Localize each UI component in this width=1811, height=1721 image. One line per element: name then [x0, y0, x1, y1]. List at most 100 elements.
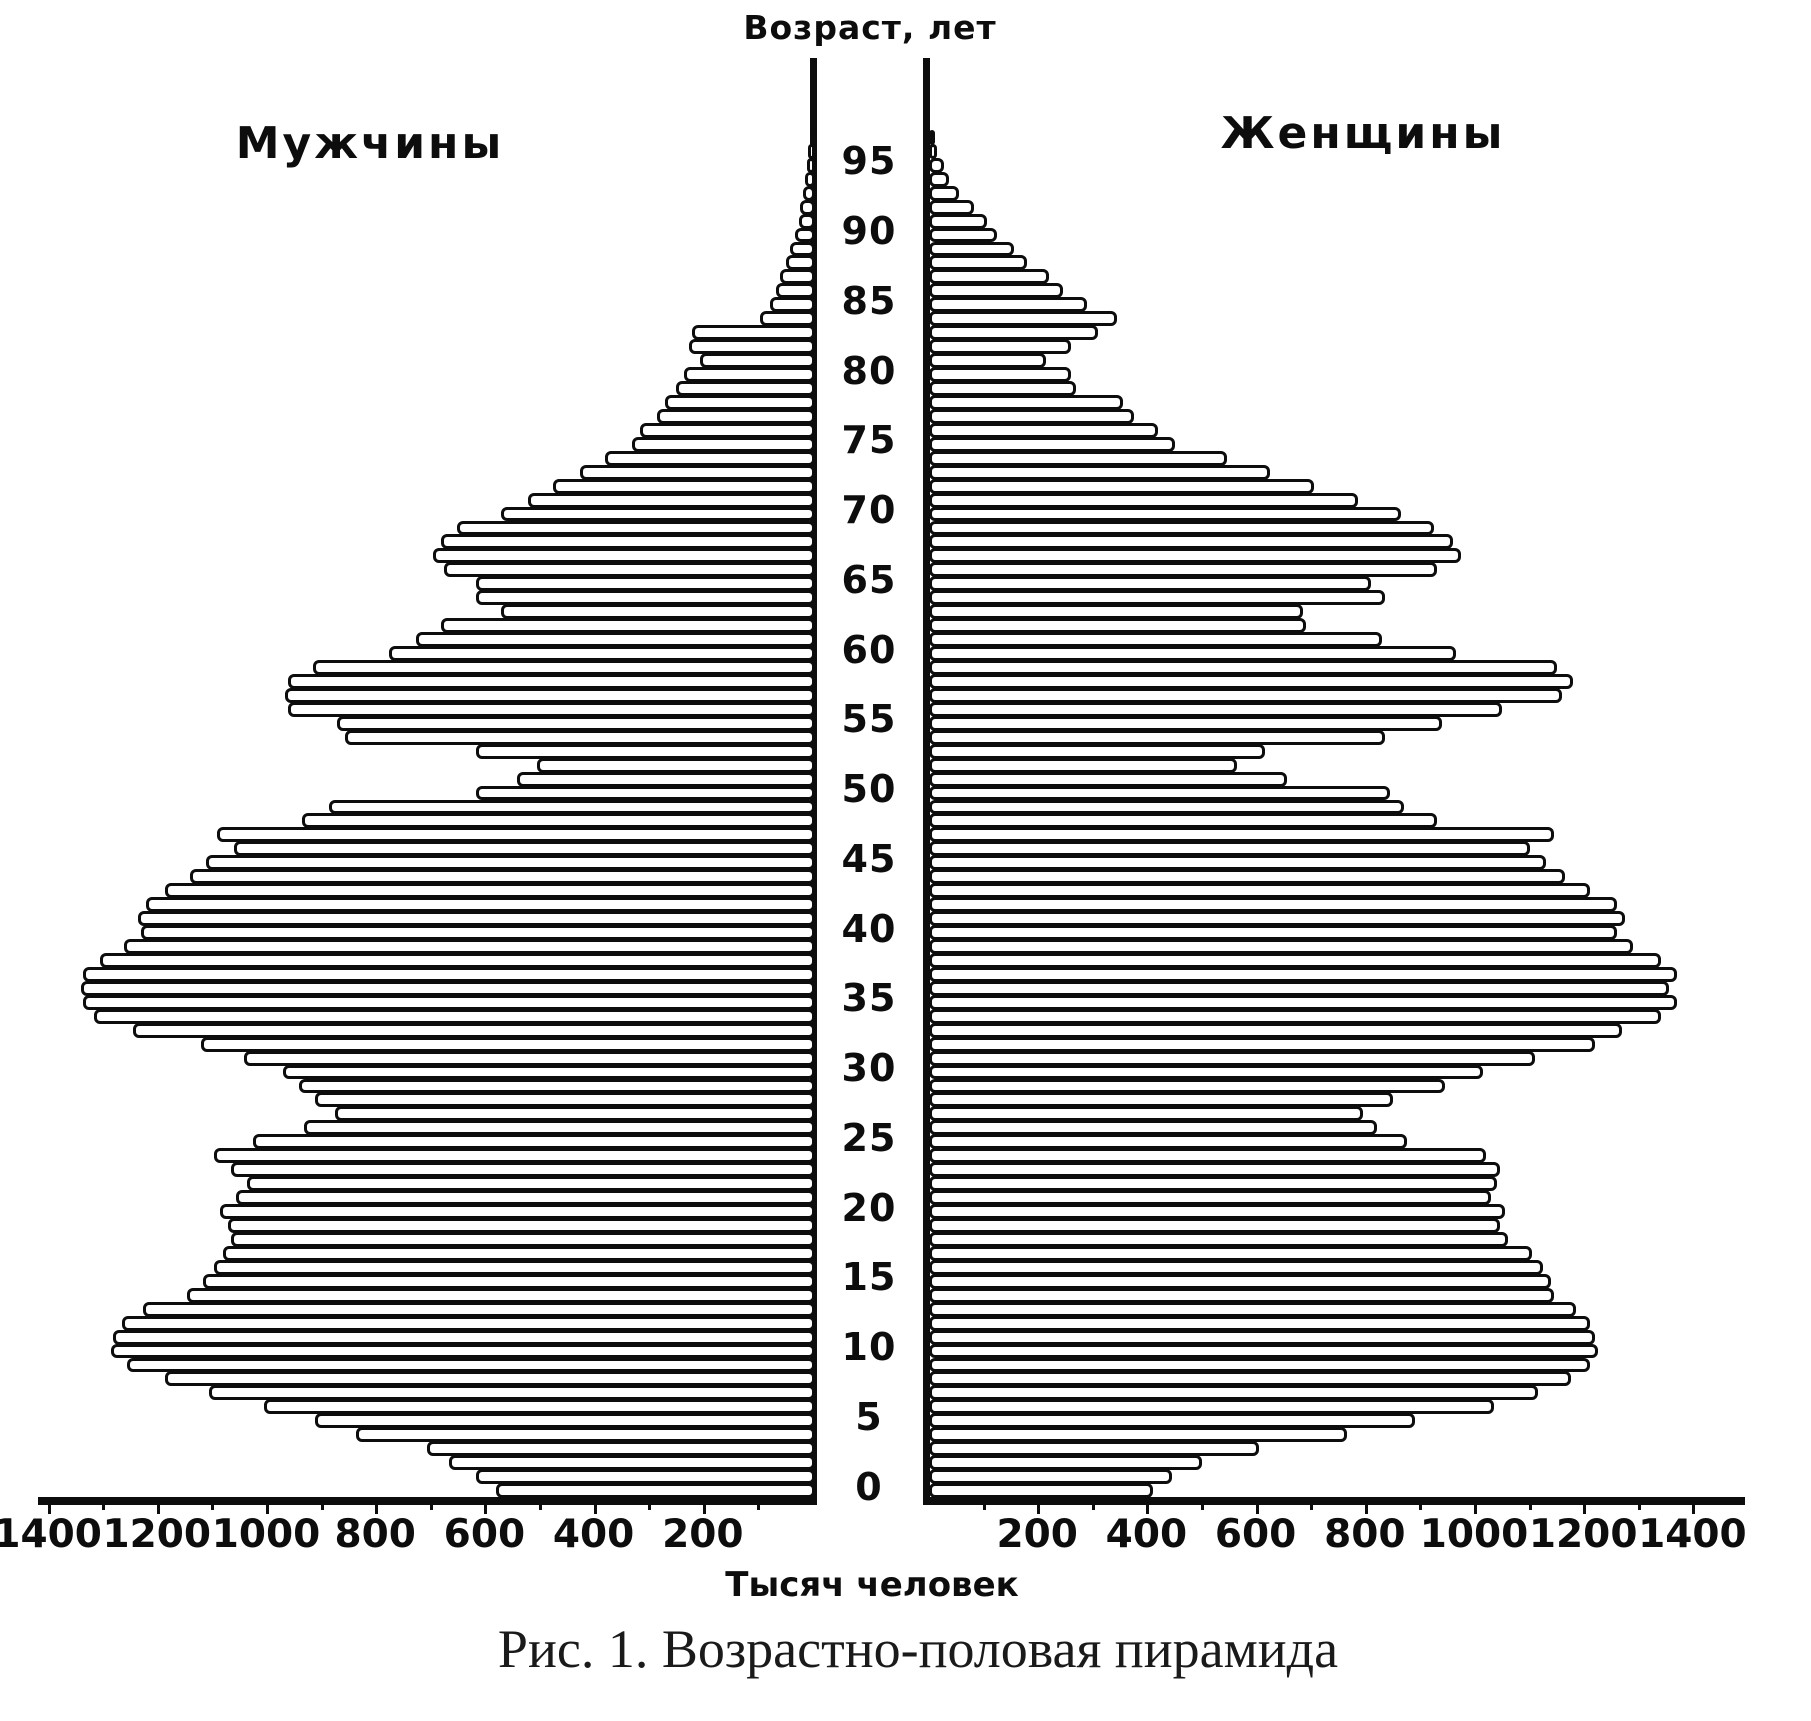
- bar-male-age-82: [689, 339, 815, 355]
- x-tick-label-left-1400: 1400: [0, 1512, 102, 1557]
- bar-female-age-29: [929, 1078, 1445, 1094]
- bar-female-age-25: [929, 1134, 1407, 1150]
- bar-male-age-13: [143, 1301, 815, 1317]
- bar-female-age-70: [929, 506, 1402, 522]
- x-axis-baseline-male: [38, 1497, 817, 1505]
- bar-female-age-43: [929, 883, 1590, 899]
- bar-female-age-22: [929, 1176, 1497, 1192]
- bar-male-age-71: [528, 492, 815, 508]
- bar-male-age-45: [206, 855, 815, 871]
- bar-female-age-80: [929, 367, 1071, 382]
- x-tick-right-400: [1146, 1502, 1150, 1514]
- age-tick-label-90: 90: [841, 209, 897, 254]
- x-tick-right-1100: [1528, 1502, 1532, 1510]
- age-tick-label-50: 50: [841, 767, 897, 812]
- bar-male-age-42: [146, 897, 815, 913]
- bar-female-age-82: [929, 339, 1071, 355]
- age-tick-label-85: 85: [841, 278, 897, 323]
- bar-female-age-26: [929, 1120, 1377, 1136]
- bar-male-age-93: [802, 185, 815, 201]
- bar-male-age-47: [217, 827, 815, 843]
- bar-male-age-59: [312, 660, 815, 675]
- x-tick-left-500: [539, 1502, 542, 1510]
- x-tick-label-left-200: 200: [662, 1512, 744, 1557]
- bar-female-age-13: [929, 1301, 1576, 1317]
- x-tick-left-600: [484, 1502, 488, 1514]
- x-tick-right-800: [1364, 1502, 1368, 1514]
- bar-male-age-43: [165, 883, 815, 899]
- bar-female-age-57: [929, 687, 1563, 703]
- male-side-label: Мужчины: [235, 118, 505, 169]
- x-tick-right-1300: [1637, 1502, 1641, 1510]
- bar-male-age-79: [675, 381, 815, 396]
- bar-male-age-90: [795, 227, 815, 243]
- bar-male-age-30: [282, 1064, 815, 1080]
- bar-male-age-58: [288, 673, 815, 689]
- x-tick-left-700: [429, 1502, 433, 1510]
- bar-female-age-3: [929, 1441, 1260, 1457]
- bar-female-age-59: [929, 660, 1557, 675]
- bar-female-age-38: [929, 952, 1661, 968]
- x-tick-left-900: [320, 1502, 324, 1510]
- x-tick-left-1000: [266, 1502, 269, 1514]
- bar-male-age-86: [775, 283, 815, 299]
- x-tick-label-left-1200: 1200: [102, 1512, 212, 1557]
- bar-female-age-68: [929, 534, 1454, 550]
- x-tick-label-left-1000: 1000: [211, 1512, 321, 1557]
- bar-male-age-92: [800, 199, 815, 215]
- bar-male-age-97: [810, 129, 817, 145]
- age-tick-label-75: 75: [841, 418, 897, 463]
- bar-female-age-66: [929, 562, 1437, 578]
- bar-female-age-31: [929, 1050, 1536, 1066]
- bar-female-age-65: [929, 576, 1372, 592]
- age-tick-label-20: 20: [841, 1185, 897, 1230]
- bar-male-age-48: [301, 813, 815, 829]
- bar-female-age-69: [929, 520, 1435, 536]
- bar-female-age-53: [929, 743, 1265, 759]
- x-tick-right-700: [1310, 1502, 1314, 1510]
- bar-male-age-49: [329, 799, 815, 815]
- bar-female-age-47: [929, 827, 1555, 843]
- bar-female-age-10: [929, 1343, 1598, 1359]
- bar-male-age-62: [440, 618, 815, 634]
- bar-female-age-60: [929, 646, 1456, 661]
- age-tick-label-15: 15: [841, 1255, 897, 1300]
- bar-male-age-36: [80, 980, 815, 996]
- bar-female-age-36: [929, 980, 1669, 996]
- bar-female-age-95: [929, 157, 944, 173]
- age-tick-label-40: 40: [841, 906, 897, 951]
- bar-female-age-5: [929, 1413, 1415, 1429]
- x-tick-label-right-400: 400: [1105, 1512, 1188, 1557]
- bar-male-age-83: [692, 325, 815, 341]
- bar-male-age-52: [536, 757, 815, 773]
- bar-female-age-42: [929, 897, 1617, 913]
- bar-male-age-32: [200, 1036, 815, 1052]
- bar-female-age-7: [929, 1385, 1538, 1401]
- bar-male-age-76: [640, 422, 815, 438]
- bar-male-age-72: [552, 478, 815, 494]
- x-tick-label-right-600: 600: [1214, 1512, 1297, 1557]
- bar-male-age-57: [285, 687, 815, 703]
- bar-female-age-83: [929, 325, 1099, 341]
- x-tick-left-1400: [47, 1502, 51, 1514]
- bar-male-age-51: [517, 771, 815, 787]
- bar-female-age-62: [929, 618, 1306, 634]
- bar-male-age-28: [315, 1092, 815, 1108]
- x-tick-right-1000: [1474, 1502, 1477, 1514]
- bar-female-age-63: [929, 604, 1303, 620]
- age-tick-label-45: 45: [841, 836, 897, 881]
- bar-male-age-67: [432, 548, 815, 564]
- bar-female-age-81: [929, 353, 1047, 369]
- bar-male-age-39: [124, 939, 815, 954]
- x-axis-baseline-female: [923, 1497, 1745, 1505]
- bar-male-age-44: [189, 869, 815, 885]
- bar-male-age-46: [233, 841, 815, 857]
- bar-male-age-70: [501, 506, 815, 522]
- bar-male-age-5: [315, 1413, 815, 1429]
- x-tick-label-left-800: 800: [334, 1512, 416, 1557]
- bar-female-age-27: [929, 1106, 1364, 1122]
- bar-female-age-8: [929, 1371, 1571, 1387]
- age-tick-label-55: 55: [841, 697, 897, 742]
- bar-male-age-75: [632, 436, 815, 452]
- bar-male-age-95: [806, 157, 815, 173]
